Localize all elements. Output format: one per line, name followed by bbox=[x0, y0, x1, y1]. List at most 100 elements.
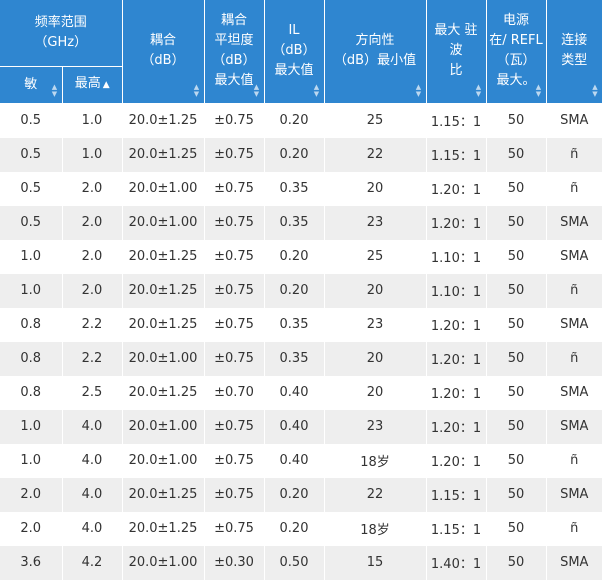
cell-power: 50 bbox=[486, 341, 547, 376]
sort-icon[interactable]: ▲ ▼ bbox=[535, 82, 542, 98]
cell-il: 0.40 bbox=[264, 443, 325, 478]
coupling-header[interactable]: 耦合 （dB） ▲ ▼ bbox=[122, 0, 205, 104]
cell-directivity: 20 bbox=[324, 273, 427, 308]
cell-max-freq: 4.0 bbox=[62, 443, 123, 478]
cell-power: 50 bbox=[486, 375, 547, 410]
cell-max-freq: 2.0 bbox=[62, 273, 123, 308]
table-row: 0.8 2.2 20.0±1.25 ±0.75 0.35 23 1.20：1 50 SMA bbox=[0, 307, 602, 342]
cell-vswr: 1.20：1 bbox=[426, 409, 487, 444]
il-header[interactable]: IL （dB） 最大值 ▲ ▼ bbox=[264, 0, 325, 104]
cell-flatness: ±0.75 bbox=[204, 239, 265, 274]
cell-flatness: ±0.75 bbox=[204, 307, 265, 342]
cell-il: 0.20 bbox=[264, 239, 325, 274]
cell-flatness: ±0.75 bbox=[204, 341, 265, 376]
sort-icon[interactable]: ▲ ▼ bbox=[193, 82, 200, 98]
cell-power: 50 bbox=[486, 205, 547, 240]
cell-max-freq: 1.0 bbox=[62, 137, 123, 172]
cell-connector: SMA bbox=[546, 375, 602, 410]
cell-il: 0.35 bbox=[264, 307, 325, 342]
cell-max-freq: 2.5 bbox=[62, 375, 123, 410]
cell-min-freq: 0.5 bbox=[0, 103, 63, 138]
max-freq-label: 最高 bbox=[74, 76, 101, 91]
cell-directivity: 22 bbox=[324, 477, 427, 512]
il-label: IL （dB） 最大值 bbox=[272, 23, 316, 79]
cell-min-freq: 1.0 bbox=[0, 443, 63, 478]
cell-coupling: 20.0±1.25 bbox=[122, 307, 205, 342]
cell-connector: SMA bbox=[546, 545, 602, 580]
cell-coupling: 20.0±1.00 bbox=[122, 443, 205, 478]
cell-connector: ñ bbox=[546, 273, 602, 308]
sort-icon[interactable]: ▲ ▼ bbox=[415, 82, 422, 98]
cell-vswr: 1.40：1 bbox=[426, 545, 487, 580]
sort-icon[interactable]: ▲ ▼ bbox=[475, 82, 482, 98]
cell-directivity: 18岁 bbox=[324, 511, 427, 546]
cell-vswr: 1.20：1 bbox=[426, 341, 487, 376]
cell-coupling: 20.0±1.25 bbox=[122, 375, 205, 410]
vswr-label: 最大 驻波 比 bbox=[434, 23, 478, 79]
cell-coupling: 20.0±1.00 bbox=[122, 409, 205, 444]
cell-flatness: ±0.75 bbox=[204, 171, 265, 206]
cell-connector: ñ bbox=[546, 171, 602, 206]
cell-coupling: 20.0±1.25 bbox=[122, 273, 205, 308]
cell-directivity: 20 bbox=[324, 171, 427, 206]
connector-header[interactable]: 连接 类型 ▲ ▼ bbox=[546, 0, 602, 104]
cell-min-freq: 0.5 bbox=[0, 171, 63, 206]
sort-icon[interactable]: ▲ ▼ bbox=[592, 82, 598, 98]
cell-directivity: 25 bbox=[324, 103, 427, 138]
cell-vswr: 1.15：1 bbox=[426, 137, 487, 172]
flatness-header[interactable]: 耦合 平坦度 （dB） 最大值 ▲ ▼ bbox=[204, 0, 265, 104]
min-freq-header[interactable]: 敏 ▲ ▼ bbox=[0, 66, 63, 104]
cell-vswr: 1.10：1 bbox=[426, 273, 487, 308]
cell-directivity: 22 bbox=[324, 137, 427, 172]
cell-min-freq: 1.0 bbox=[0, 239, 63, 274]
cell-coupling: 20.0±1.00 bbox=[122, 341, 205, 376]
cell-directivity: 20 bbox=[324, 341, 427, 376]
sort-icon[interactable]: ▲ ▼ bbox=[313, 82, 320, 98]
cell-max-freq: 2.0 bbox=[62, 239, 123, 274]
table-row: 0.5 2.0 20.0±1.00 ±0.75 0.35 23 1.20：1 50 SMA bbox=[0, 205, 602, 240]
cell-il: 0.20 bbox=[264, 511, 325, 546]
cell-coupling: 20.0±1.00 bbox=[122, 545, 205, 580]
table-row: 2.0 4.0 20.0±1.25 ±0.75 0.20 18岁 1.15：1 50 ñ bbox=[0, 511, 602, 546]
max-freq-header[interactable]: 最高 ▲ bbox=[62, 66, 122, 104]
cell-min-freq: 0.8 bbox=[0, 307, 63, 342]
cell-connector: ñ bbox=[546, 443, 602, 478]
table-row: 3.6 4.2 20.0±1.00 ±0.30 0.50 15 1.40：1 50 SMA bbox=[0, 545, 602, 580]
table-row: 0.8 2.5 20.0±1.25 ±0.70 0.40 20 1.20：1 50 SMA bbox=[0, 375, 602, 410]
power-header[interactable]: 电源 在/ REFL （瓦） 最大。 ▲ ▼ bbox=[486, 0, 547, 104]
cell-power: 50 bbox=[486, 477, 547, 512]
sort-icon[interactable]: ▲ ▼ bbox=[51, 82, 58, 98]
cell-power: 50 bbox=[486, 103, 547, 138]
cell-coupling: 20.0±1.25 bbox=[122, 511, 205, 546]
cell-power: 50 bbox=[486, 511, 547, 546]
cell-vswr: 1.15：1 bbox=[426, 511, 487, 546]
cell-vswr: 1.15：1 bbox=[426, 477, 487, 512]
vswr-header[interactable]: 最大 驻波 比 ▲ ▼ bbox=[426, 0, 487, 104]
cell-coupling: 20.0±1.00 bbox=[122, 171, 205, 206]
cell-flatness: ±0.75 bbox=[204, 205, 265, 240]
table-row: 0.5 1.0 20.0±1.25 ±0.75 0.20 25 1.15：1 50 SMA bbox=[0, 103, 602, 138]
table-row: 1.0 2.0 20.0±1.25 ±0.75 0.20 25 1.10：1 50 SMA bbox=[0, 239, 602, 274]
table-row: 0.8 2.2 20.0±1.00 ±0.75 0.35 20 1.20：1 50 ñ bbox=[0, 341, 602, 376]
sort-asc-icon[interactable]: ▲ bbox=[102, 80, 110, 90]
cell-min-freq: 2.0 bbox=[0, 477, 63, 512]
cell-vswr: 1.20：1 bbox=[426, 205, 487, 240]
cell-directivity: 15 bbox=[324, 545, 427, 580]
table-row: 1.0 2.0 20.0±1.25 ±0.75 0.20 20 1.10：1 50 ñ bbox=[0, 273, 602, 308]
power-label: 电源 在/ REFL （瓦） 最大。 bbox=[489, 13, 543, 89]
cell-flatness: ±0.75 bbox=[204, 409, 265, 444]
table-body: 0.5 1.0 20.0±1.25 ±0.75 0.20 25 1.15：1 50 SMA 0.5… bbox=[0, 103, 602, 580]
cell-flatness: ±0.70 bbox=[204, 375, 265, 410]
directivity-header[interactable]: 方向性 （dB）最小值 ▲ ▼ bbox=[324, 0, 427, 104]
cell-max-freq: 4.0 bbox=[62, 511, 123, 546]
cell-directivity: 23 bbox=[324, 307, 427, 342]
cell-directivity: 23 bbox=[324, 409, 427, 444]
cell-max-freq: 4.2 bbox=[62, 545, 123, 580]
cell-connector: ñ bbox=[546, 137, 602, 172]
sort-icon[interactable]: ▲ ▼ bbox=[253, 82, 260, 98]
cell-power: 50 bbox=[486, 239, 547, 274]
cell-min-freq: 2.0 bbox=[0, 511, 63, 546]
cell-flatness: ±0.75 bbox=[204, 477, 265, 512]
cell-connector: SMA bbox=[546, 409, 602, 444]
cell-power: 50 bbox=[486, 409, 547, 444]
